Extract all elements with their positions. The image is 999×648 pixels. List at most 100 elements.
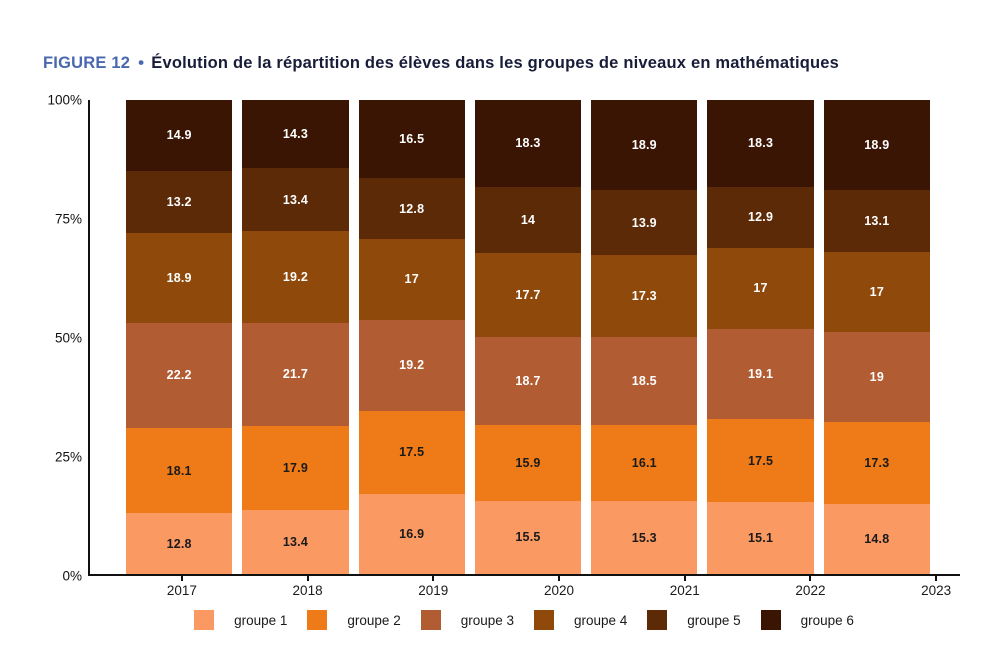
bar-segment-groupe-3-2018: 21.7 bbox=[242, 322, 349, 426]
value-label: 16.1 bbox=[631, 456, 657, 471]
bar-segment-groupe-4-2020: 17.7 bbox=[474, 252, 582, 337]
bar-segment-groupe-5-2023: 13.1 bbox=[823, 189, 930, 252]
x-tick-label-2021: 2021 bbox=[627, 576, 743, 598]
value-label: 12.8 bbox=[166, 536, 192, 551]
value-label: 13.9 bbox=[631, 215, 657, 230]
x-tick-mark bbox=[683, 576, 686, 581]
bar-segment-groupe-3-2022: 19.1 bbox=[707, 328, 814, 420]
legend-item-groupe-2: groupe 2 bbox=[307, 610, 401, 630]
legend-label: groupe 3 bbox=[460, 612, 514, 628]
bar-segment-groupe-5-2018: 13.4 bbox=[242, 167, 349, 232]
value-label: 13.1 bbox=[864, 213, 890, 228]
value-label: 14.9 bbox=[166, 128, 192, 143]
value-label: 17.3 bbox=[864, 455, 890, 470]
bar-segment-groupe-5-2022: 12.9 bbox=[707, 186, 814, 249]
legend-swatch-groupe-3 bbox=[420, 610, 441, 630]
value-label: 21.7 bbox=[282, 367, 308, 382]
legend-label: groupe 4 bbox=[574, 612, 628, 628]
x-tick-mark bbox=[935, 576, 938, 581]
bar-segment-groupe-5-2021: 13.9 bbox=[591, 189, 698, 256]
value-label: 22.2 bbox=[166, 368, 192, 383]
value-label: 12.8 bbox=[399, 201, 425, 216]
bar-segment-groupe-2-2022: 17.5 bbox=[707, 419, 814, 503]
bar-segment-groupe-6-2019: 16.5 bbox=[358, 100, 465, 179]
bar-2018: 13.4 17.9 21.7 19.2 13.4 14.3 bbox=[242, 100, 349, 574]
bar-segment-groupe-2-2021: 16.1 bbox=[591, 425, 698, 502]
bar-segment-groupe-5-2017: 13.2 bbox=[126, 170, 233, 234]
value-label: 18.7 bbox=[515, 374, 541, 389]
value-label: 17 bbox=[753, 281, 768, 296]
value-label: 18.9 bbox=[631, 137, 657, 152]
x-tick-label-2022: 2022 bbox=[753, 576, 869, 598]
value-label: 15.1 bbox=[747, 531, 774, 546]
value-label: 18.9 bbox=[166, 270, 192, 285]
value-label: 19.2 bbox=[282, 270, 308, 284]
bar-segment-groupe-2-2017: 18.1 bbox=[126, 427, 233, 514]
page-title: Évolution de la répartition des élèves d… bbox=[151, 54, 840, 72]
chart-legend: groupe 1 groupe 2 groupe 3 groupe 4 groupe 5… bbox=[88, 610, 960, 630]
legend-swatch-groupe-6 bbox=[760, 610, 781, 630]
bar-segment-groupe-1-2022: 15.1 bbox=[707, 502, 814, 574]
x-tick-mark bbox=[558, 576, 561, 581]
bar-segment-groupe-3-2019: 19.2 bbox=[358, 319, 465, 411]
bar-segment-groupe-4-2022: 17 bbox=[707, 248, 814, 329]
bar-segment-groupe-1-2018: 13.4 bbox=[242, 510, 349, 574]
legend-label: groupe 6 bbox=[800, 612, 854, 628]
value-label: 19 bbox=[869, 370, 884, 385]
value-label: 17.3 bbox=[631, 289, 657, 304]
value-label: 18.5 bbox=[631, 374, 657, 389]
value-label: 13.4 bbox=[282, 535, 308, 550]
value-label: 17.7 bbox=[515, 287, 541, 302]
bar-segment-groupe-4-2019: 17 bbox=[358, 239, 465, 320]
bar-segment-groupe-3-2021: 18.5 bbox=[591, 337, 698, 426]
value-label: 17.5 bbox=[747, 453, 774, 468]
bar-segment-groupe-4-2018: 19.2 bbox=[242, 231, 349, 323]
value-label: 18.1 bbox=[166, 463, 192, 478]
legend-item-groupe-5: groupe 5 bbox=[647, 610, 741, 630]
value-label: 15.9 bbox=[515, 455, 541, 470]
legend-swatch-groupe-2 bbox=[307, 610, 328, 630]
value-label: 13.4 bbox=[282, 192, 308, 207]
legend-swatch-groupe-4 bbox=[534, 610, 554, 630]
bar-2020: 15.5 15.9 18.7 17.7 14 18.3 bbox=[474, 100, 582, 574]
value-label: 12.9 bbox=[747, 210, 774, 225]
bar-segment-groupe-6-2021: 18.9 bbox=[591, 100, 698, 190]
value-label: 17 bbox=[404, 272, 419, 287]
bar-2021: 15.3 16.1 18.5 17.3 13.9 18.9 bbox=[591, 100, 698, 574]
figure-number-label: FIGURE 12 bbox=[43, 54, 131, 72]
value-label: 19.1 bbox=[747, 367, 774, 382]
bars: 12.8 18.1 22.2 18.9 13.2 14.9 13.4 17.9 21.7 19.2… bbox=[92, 100, 960, 574]
value-label: 15.3 bbox=[631, 530, 657, 545]
value-label: 14.8 bbox=[864, 531, 890, 546]
y-tick-label-75: 75% bbox=[54, 211, 82, 227]
legend-label: groupe 2 bbox=[347, 612, 401, 628]
bar-segment-groupe-4-2023: 17 bbox=[823, 251, 930, 333]
bar-2019: 16.9 17.5 19.2 17 12.8 16.5 bbox=[358, 100, 465, 574]
bar-segment-groupe-1-2020: 15.5 bbox=[474, 500, 582, 574]
value-label: 18.3 bbox=[515, 136, 541, 151]
x-tick-label-2019: 2019 bbox=[375, 576, 491, 598]
bar-segment-groupe-1-2017: 12.8 bbox=[126, 513, 233, 574]
legend-item-groupe-1: groupe 1 bbox=[194, 610, 287, 630]
x-tick-label-2018: 2018 bbox=[250, 576, 366, 598]
y-tick-label-50: 50% bbox=[54, 330, 82, 346]
x-tick-label-2020: 2020 bbox=[501, 576, 617, 598]
legend-item-groupe-4: groupe 4 bbox=[534, 610, 627, 630]
bar-segment-groupe-2-2020: 15.9 bbox=[474, 425, 582, 501]
bar-segment-groupe-6-2020: 18.3 bbox=[474, 100, 582, 187]
bar-segment-groupe-2-2019: 17.5 bbox=[358, 410, 465, 494]
value-label: 16.5 bbox=[399, 132, 425, 147]
bullet-separator: • bbox=[138, 53, 145, 72]
bar-segment-groupe-1-2019: 16.9 bbox=[358, 493, 465, 574]
bar-2017: 12.8 18.1 22.2 18.9 13.2 14.9 bbox=[126, 100, 233, 574]
bar-2023: 14.8 17.3 19 17 13.1 18.9 bbox=[823, 100, 930, 574]
bar-segment-groupe-1-2023: 14.8 bbox=[823, 503, 930, 574]
value-label: 14.3 bbox=[282, 126, 308, 141]
value-label: 13.2 bbox=[166, 194, 192, 209]
bar-segment-groupe-6-2022: 18.3 bbox=[707, 100, 814, 187]
legend-label: groupe 5 bbox=[687, 612, 741, 628]
bar-segment-groupe-2-2023: 17.3 bbox=[823, 422, 930, 504]
value-label: 16.9 bbox=[399, 526, 425, 541]
bar-segment-groupe-5-2020: 14 bbox=[474, 186, 582, 253]
bar-segment-groupe-2-2018: 17.9 bbox=[242, 425, 349, 511]
